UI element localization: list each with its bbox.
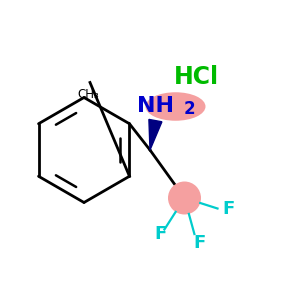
- Text: CH₃: CH₃: [78, 88, 99, 101]
- Text: HCl: HCl: [174, 64, 219, 88]
- Text: 2: 2: [183, 100, 195, 118]
- Text: NH: NH: [137, 96, 174, 116]
- Ellipse shape: [146, 92, 206, 121]
- Text: F: F: [194, 234, 206, 252]
- Polygon shape: [149, 119, 162, 150]
- Text: F: F: [222, 200, 234, 217]
- Text: F: F: [154, 225, 166, 243]
- Circle shape: [168, 182, 201, 214]
